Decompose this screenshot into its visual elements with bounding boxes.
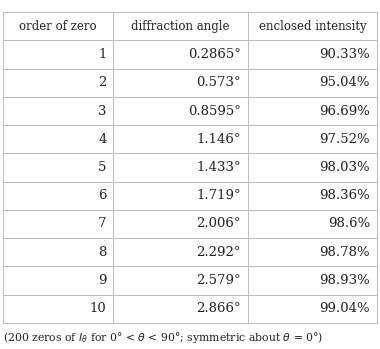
Text: 6: 6 bbox=[98, 189, 106, 202]
Text: 0.2865°: 0.2865° bbox=[188, 48, 241, 61]
Text: 2.292°: 2.292° bbox=[196, 246, 241, 259]
Text: (200 zeros of $I_{\theta}$ for 0° < $\theta$ < 90°; symmetric about $\theta$ = 0: (200 zeros of $I_{\theta}$ for 0° < $\th… bbox=[3, 330, 323, 345]
Text: 5: 5 bbox=[98, 161, 106, 174]
Text: 99.04%: 99.04% bbox=[320, 302, 370, 315]
Text: enclosed intensity: enclosed intensity bbox=[259, 20, 366, 33]
Text: 90.33%: 90.33% bbox=[319, 48, 370, 61]
Text: 2.006°: 2.006° bbox=[196, 217, 241, 230]
Text: order of zero: order of zero bbox=[19, 20, 97, 33]
Text: 1.433°: 1.433° bbox=[196, 161, 241, 174]
Text: 3: 3 bbox=[98, 105, 106, 118]
Text: 4: 4 bbox=[98, 133, 106, 146]
Text: 98.36%: 98.36% bbox=[319, 189, 370, 202]
Text: 0.573°: 0.573° bbox=[196, 76, 241, 89]
Text: 7: 7 bbox=[98, 217, 106, 230]
Text: 1: 1 bbox=[98, 48, 106, 61]
Text: 96.69%: 96.69% bbox=[319, 105, 370, 118]
Text: 97.52%: 97.52% bbox=[320, 133, 370, 146]
Text: 2.866°: 2.866° bbox=[196, 302, 241, 315]
Text: 95.04%: 95.04% bbox=[320, 76, 370, 89]
Text: 98.93%: 98.93% bbox=[319, 274, 370, 287]
Text: 9: 9 bbox=[98, 274, 106, 287]
Text: 10: 10 bbox=[90, 302, 106, 315]
Text: 98.03%: 98.03% bbox=[320, 161, 370, 174]
Text: 0.8595°: 0.8595° bbox=[188, 105, 241, 118]
Text: 8: 8 bbox=[98, 246, 106, 259]
Text: 1.719°: 1.719° bbox=[196, 189, 241, 202]
Text: 2.579°: 2.579° bbox=[196, 274, 241, 287]
Text: 98.6%: 98.6% bbox=[328, 217, 370, 230]
Text: 2: 2 bbox=[98, 76, 106, 89]
Text: 1.146°: 1.146° bbox=[196, 133, 241, 146]
Text: diffraction angle: diffraction angle bbox=[131, 20, 230, 33]
Text: 98.78%: 98.78% bbox=[320, 246, 370, 259]
